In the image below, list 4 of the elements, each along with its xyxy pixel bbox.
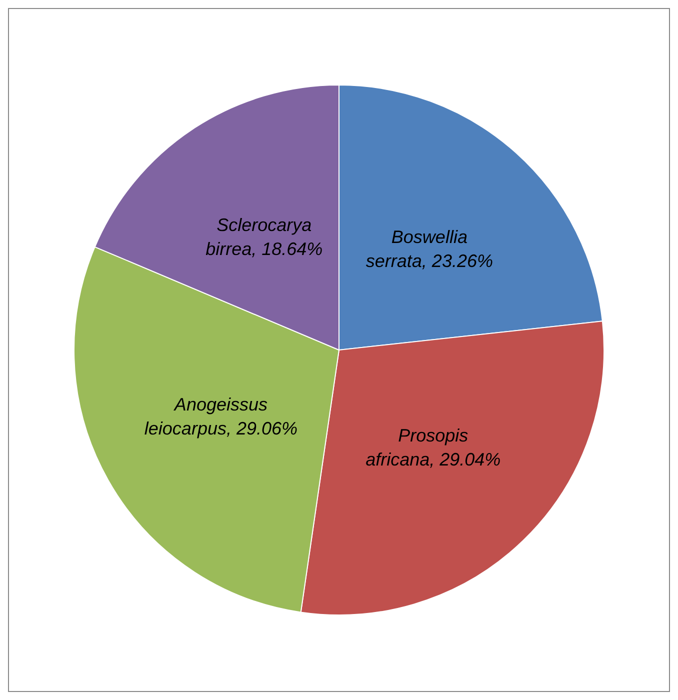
slice-label: Boswellia serrata, 23.26% — [366, 227, 493, 272]
slice-label: Anogeissus leiocarpus, 29.06% — [144, 394, 298, 439]
slice-label: Sclerocarya birrea, 18.64% — [206, 215, 323, 260]
slice-label: Prosopis africana, 29.04% — [366, 425, 501, 470]
